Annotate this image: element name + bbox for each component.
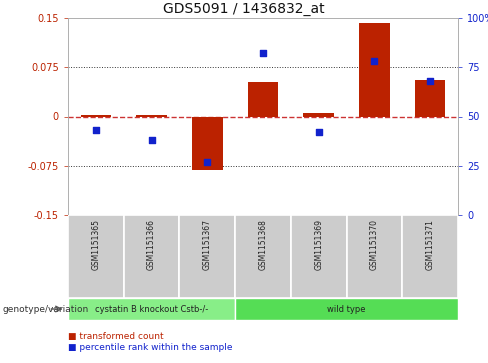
Text: GSM1151371: GSM1151371: [426, 219, 435, 270]
Bar: [291, 215, 346, 298]
Bar: [235, 298, 458, 320]
Text: wild type: wild type: [327, 305, 366, 314]
Bar: [136, 115, 167, 117]
Bar: [124, 215, 180, 298]
Bar: [346, 215, 402, 298]
Bar: [68, 298, 235, 320]
Point: [203, 159, 211, 165]
Text: GSM1151370: GSM1151370: [370, 219, 379, 270]
Bar: [402, 215, 458, 298]
Text: GSM1151367: GSM1151367: [203, 219, 212, 270]
Text: GSM1151369: GSM1151369: [314, 219, 323, 270]
Bar: [235, 215, 291, 298]
Bar: [192, 117, 223, 170]
Text: ■ percentile rank within the sample: ■ percentile rank within the sample: [68, 343, 232, 352]
Bar: [415, 80, 446, 117]
Text: GSM1151366: GSM1151366: [147, 219, 156, 270]
Text: ■ transformed count: ■ transformed count: [68, 331, 163, 340]
Point: [259, 50, 267, 56]
Point: [426, 78, 434, 84]
Bar: [180, 215, 235, 298]
Point: [148, 137, 156, 143]
Bar: [248, 82, 278, 117]
Text: genotype/variation: genotype/variation: [2, 305, 89, 314]
Bar: [81, 115, 111, 117]
Bar: [304, 113, 334, 117]
Bar: [68, 215, 124, 298]
Point: [315, 129, 323, 135]
Text: GSM1151368: GSM1151368: [259, 219, 267, 270]
Point: [92, 127, 100, 133]
Text: cystatin B knockout Cstb-/-: cystatin B knockout Cstb-/-: [95, 305, 208, 314]
Bar: [359, 23, 390, 117]
Point: [370, 58, 378, 64]
Text: GDS5091 / 1436832_at: GDS5091 / 1436832_at: [163, 2, 325, 16]
Text: GSM1151365: GSM1151365: [91, 219, 101, 270]
